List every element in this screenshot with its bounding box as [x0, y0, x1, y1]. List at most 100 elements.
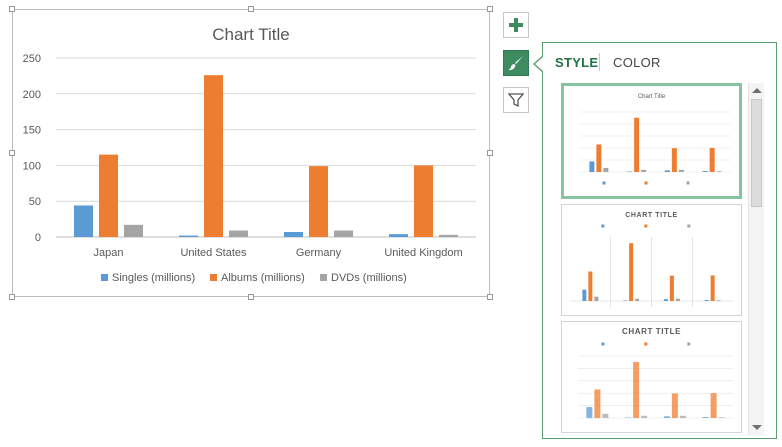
thumbnail-bar	[710, 393, 717, 418]
thumbnail-bar	[588, 271, 593, 301]
x-tick-label: United States	[180, 247, 247, 259]
paintbrush-icon	[508, 56, 523, 71]
resize-handle-top-left[interactable]	[9, 6, 15, 12]
y-tick-label: 200	[23, 89, 41, 101]
thumbnail-bar	[718, 417, 725, 418]
thumbnail-bar	[603, 167, 609, 172]
style-thumbnail-2[interactable]: CHART TITLE	[561, 204, 742, 316]
resize-handle-bottom-right[interactable]	[487, 294, 493, 300]
bar	[334, 230, 353, 237]
bar	[124, 224, 143, 237]
tab-divider	[599, 53, 600, 71]
thumbnail-legend-swatch	[602, 181, 606, 185]
chart-title: Chart Title	[212, 25, 289, 44]
thumbnail-bar	[589, 161, 595, 172]
bar	[204, 75, 223, 238]
bar	[284, 231, 303, 237]
thumbnail-bar	[704, 299, 709, 301]
legend-label: DVDs (millions)	[331, 272, 407, 284]
tab-style[interactable]: STYLE	[555, 55, 599, 70]
pane-scrollbar[interactable]	[748, 83, 764, 435]
resize-handle-top[interactable]	[248, 6, 254, 12]
bar	[179, 235, 198, 237]
bar	[389, 234, 408, 237]
chart-filters-button[interactable]	[503, 87, 529, 113]
scroll-up-arrow-icon[interactable]	[752, 88, 762, 93]
style-thumbnail-3-preview: CHART TITLE	[578, 327, 733, 419]
x-tick-label: United Kingdom	[384, 247, 462, 259]
scroll-thumb[interactable]	[751, 99, 762, 207]
main-chart[interactable]: Chart Title 0 50 100 150 200 250 Japan United St…	[13, 10, 489, 296]
style-thumbnail-1-preview: Chart Title	[580, 94, 731, 185]
thumbnail-bar	[679, 415, 686, 418]
thumbnail-legend-swatch	[687, 224, 691, 228]
bar	[309, 166, 328, 237]
thumbnail-legend-swatch	[644, 224, 648, 228]
thumbnail-bar	[709, 148, 715, 172]
thumbnail-legend-swatch	[601, 342, 605, 346]
thumbnail-bar	[664, 170, 670, 172]
thumbnail-title: Chart Title	[638, 94, 666, 100]
thumbnail-bar	[641, 169, 647, 172]
thumbnail-title: CHART TITLE	[625, 212, 677, 219]
y-tick-label: 150	[23, 125, 41, 137]
bar	[229, 230, 248, 237]
pane-pointer-inner	[535, 56, 544, 72]
thumbnail-bar	[675, 298, 680, 301]
thumbnail-bar	[582, 289, 587, 301]
thumbnail-bar	[702, 171, 708, 172]
x-tick-label: Japan	[94, 247, 124, 259]
plus-icon	[509, 18, 523, 32]
thumbnail-bar	[710, 275, 715, 301]
thumbnail-bar	[596, 144, 602, 172]
y-tick-label: 0	[35, 232, 41, 244]
thumbnail-bar	[663, 416, 670, 418]
thumbnail-bar	[627, 171, 633, 173]
legend-label: Singles (millions)	[112, 272, 195, 284]
x-tick-label: Germany	[296, 247, 342, 259]
thumbnail-bar	[671, 148, 677, 172]
thumbnail-legend-swatch	[601, 224, 605, 228]
thumbnail-legend-swatch	[687, 342, 691, 346]
thumbnail-legend-swatch	[644, 342, 648, 346]
thumbnail-bar	[629, 243, 634, 301]
style-thumbnail-2-preview: CHART TITLE	[570, 212, 733, 307]
thumbnail-bar	[641, 415, 648, 418]
thumbnail-legend-swatch	[686, 181, 690, 185]
thumbnail-bar	[623, 300, 628, 301]
resize-handle-right[interactable]	[487, 150, 493, 156]
style-thumbnail-3[interactable]: CHART TITLE	[561, 321, 742, 433]
chart-area[interactable]: Chart Title 0 50 100 150 200 250 Japan United St…	[12, 9, 490, 297]
thumbnail-bar	[671, 393, 678, 418]
thumbnail-bar	[625, 417, 632, 419]
thumbnail-bar	[634, 117, 640, 172]
bar	[99, 154, 118, 237]
bar	[439, 234, 458, 237]
thumbnail-bar	[594, 296, 599, 301]
legend-swatch	[101, 274, 108, 281]
resize-handle-left[interactable]	[9, 150, 15, 156]
y-tick-label: 250	[23, 53, 41, 65]
legend-swatch	[210, 274, 217, 281]
chart-styles-button[interactable]	[503, 50, 529, 76]
chart-styles-pane: STYLE COLOR Chart Title CHART TITLE CHAR…	[542, 42, 777, 439]
scroll-down-arrow-icon[interactable]	[752, 425, 762, 430]
thumbnail-legend-swatch	[644, 181, 648, 185]
legend-swatch	[320, 274, 327, 281]
thumbnail-bar	[602, 413, 609, 418]
resize-handle-bottom-left[interactable]	[9, 294, 15, 300]
y-tick-label: 50	[29, 196, 41, 208]
thumbnail-bar	[586, 407, 593, 418]
resize-handle-bottom[interactable]	[248, 294, 254, 300]
bar	[74, 205, 93, 237]
funnel-icon	[508, 93, 524, 108]
thumbnail-bar	[716, 171, 722, 172]
thumbnail-bar	[669, 275, 674, 301]
thumbnail-bar	[678, 169, 684, 172]
y-tick-label: 100	[23, 160, 41, 172]
bar	[414, 165, 433, 237]
chart-elements-button[interactable]	[503, 12, 529, 38]
tab-color[interactable]: COLOR	[613, 55, 661, 70]
resize-handle-top-right[interactable]	[487, 6, 493, 12]
style-thumbnail-1[interactable]: Chart Title	[561, 83, 742, 199]
